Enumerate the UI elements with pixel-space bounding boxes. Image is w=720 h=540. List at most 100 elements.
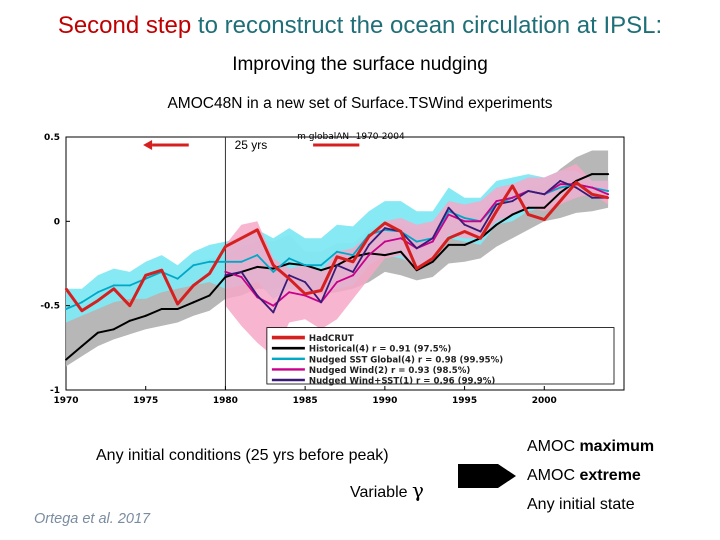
result-amoc-maximum: AMOC maximum (527, 438, 654, 456)
data-point (591, 196, 594, 199)
data-point (367, 243, 370, 246)
data-point (399, 230, 402, 233)
data-point (320, 289, 323, 292)
data-point (112, 287, 115, 290)
initial-conditions-prefix: Any initial conditions (96, 447, 241, 464)
data-point (383, 222, 386, 224)
legend-entry: Nudged Wind(2) r = 0.93 (98.5%) (309, 366, 470, 376)
span-arrowhead-icon (143, 140, 153, 150)
data-point (447, 206, 450, 209)
data-point (431, 260, 434, 263)
data-point (96, 299, 99, 302)
data-point (304, 264, 307, 267)
slide-subtitle: Improving the surface nudging (232, 54, 488, 75)
data-point (128, 319, 131, 322)
data-point (80, 309, 83, 312)
data-point (511, 213, 514, 216)
data-point (543, 193, 546, 196)
result-amoc-extreme: AMOC extreme (527, 467, 641, 485)
data-point (479, 230, 482, 233)
data-point (65, 287, 67, 290)
data-point (208, 294, 211, 297)
data-point (447, 237, 450, 240)
chart-header-text: m globalAN--1970-2004 (297, 132, 405, 142)
data-point (527, 190, 530, 192)
initial-conditions-detail: (25 yrs before peak) (245, 447, 389, 464)
data-point (336, 250, 338, 253)
chart-caption: AMOC48N in a new set of Surface.TSWind e… (167, 95, 553, 112)
data-point (495, 223, 498, 226)
data-point (447, 243, 450, 246)
data-point (80, 301, 83, 304)
data-point (543, 218, 546, 221)
data-point (288, 274, 291, 277)
data-point (559, 183, 562, 186)
title-highlight: Second step (57, 12, 192, 39)
data-point (352, 260, 354, 263)
data-point (96, 291, 99, 294)
data-point (415, 247, 418, 250)
data-point (336, 255, 338, 258)
slide-title: Second step to reconstruct the ocean cir… (0, 12, 720, 40)
data-point (399, 250, 402, 253)
data-point (288, 277, 291, 280)
data-point (224, 274, 227, 277)
data-point (288, 257, 291, 260)
data-point (607, 196, 610, 199)
data-point (352, 270, 354, 273)
data-point (479, 237, 482, 240)
data-point (224, 270, 227, 273)
x-tick-label: 1995 (452, 396, 477, 406)
data-point (336, 281, 338, 284)
data-point (591, 193, 594, 196)
x-tick-label: 1980 (213, 396, 238, 406)
data-point (511, 200, 514, 203)
data-point (591, 186, 594, 189)
data-point (320, 264, 323, 267)
result-2-prefix: AMOC (527, 467, 575, 484)
data-point (304, 281, 307, 284)
data-point (463, 223, 466, 226)
data-point (607, 190, 610, 192)
data-point (240, 276, 243, 278)
y-tick-label: -1 (50, 386, 60, 396)
data-point (208, 272, 211, 275)
legend-box (266, 327, 615, 385)
data-point (160, 308, 163, 310)
data-point (128, 284, 131, 287)
data-point (559, 191, 562, 194)
data-point (224, 276, 227, 278)
x-tick-label: 1990 (372, 396, 397, 406)
data-point (192, 284, 195, 287)
right-arrow-icon (458, 464, 516, 488)
data-point (240, 270, 243, 273)
data-point (607, 193, 610, 196)
data-point (320, 301, 323, 304)
result-1-bold: maximum (579, 438, 655, 455)
data-point (495, 200, 498, 203)
data-point (208, 260, 211, 263)
data-point (256, 254, 259, 257)
data-point (192, 301, 195, 304)
data-point (320, 269, 323, 272)
data-point (160, 269, 163, 272)
data-point (431, 237, 434, 240)
y-tick-label: 0 (54, 217, 60, 227)
data-point (272, 264, 275, 267)
data-point (463, 243, 466, 246)
data-point (575, 181, 578, 184)
data-point (112, 328, 115, 331)
data-point (431, 257, 434, 260)
data-point (527, 213, 530, 216)
data-point (128, 304, 131, 307)
legend-entry: HadCRUT (309, 334, 354, 344)
band-pink-spread (225, 164, 609, 357)
x-tick-label: 1970 (53, 396, 78, 406)
data-point (176, 277, 179, 280)
variable-gamma: Variable γ (350, 478, 424, 502)
data-point (336, 264, 338, 267)
data-point (383, 240, 386, 243)
legend-entry: Nudged SST Global(4) r = 0.98 (99.95%) (309, 355, 503, 365)
data-point (80, 345, 83, 348)
x-tick-label: 1985 (293, 396, 318, 406)
